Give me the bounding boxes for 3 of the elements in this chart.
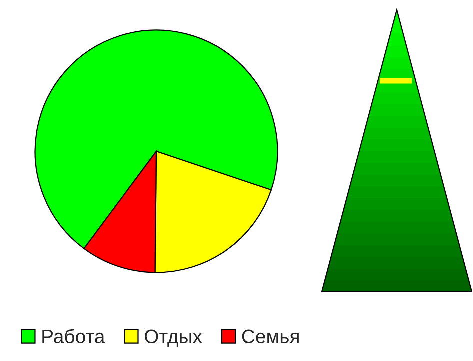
legend-label: Отдых — [145, 330, 202, 348]
legend-label: Семья — [242, 330, 299, 344]
legend-label: Работа — [42, 329, 106, 344]
